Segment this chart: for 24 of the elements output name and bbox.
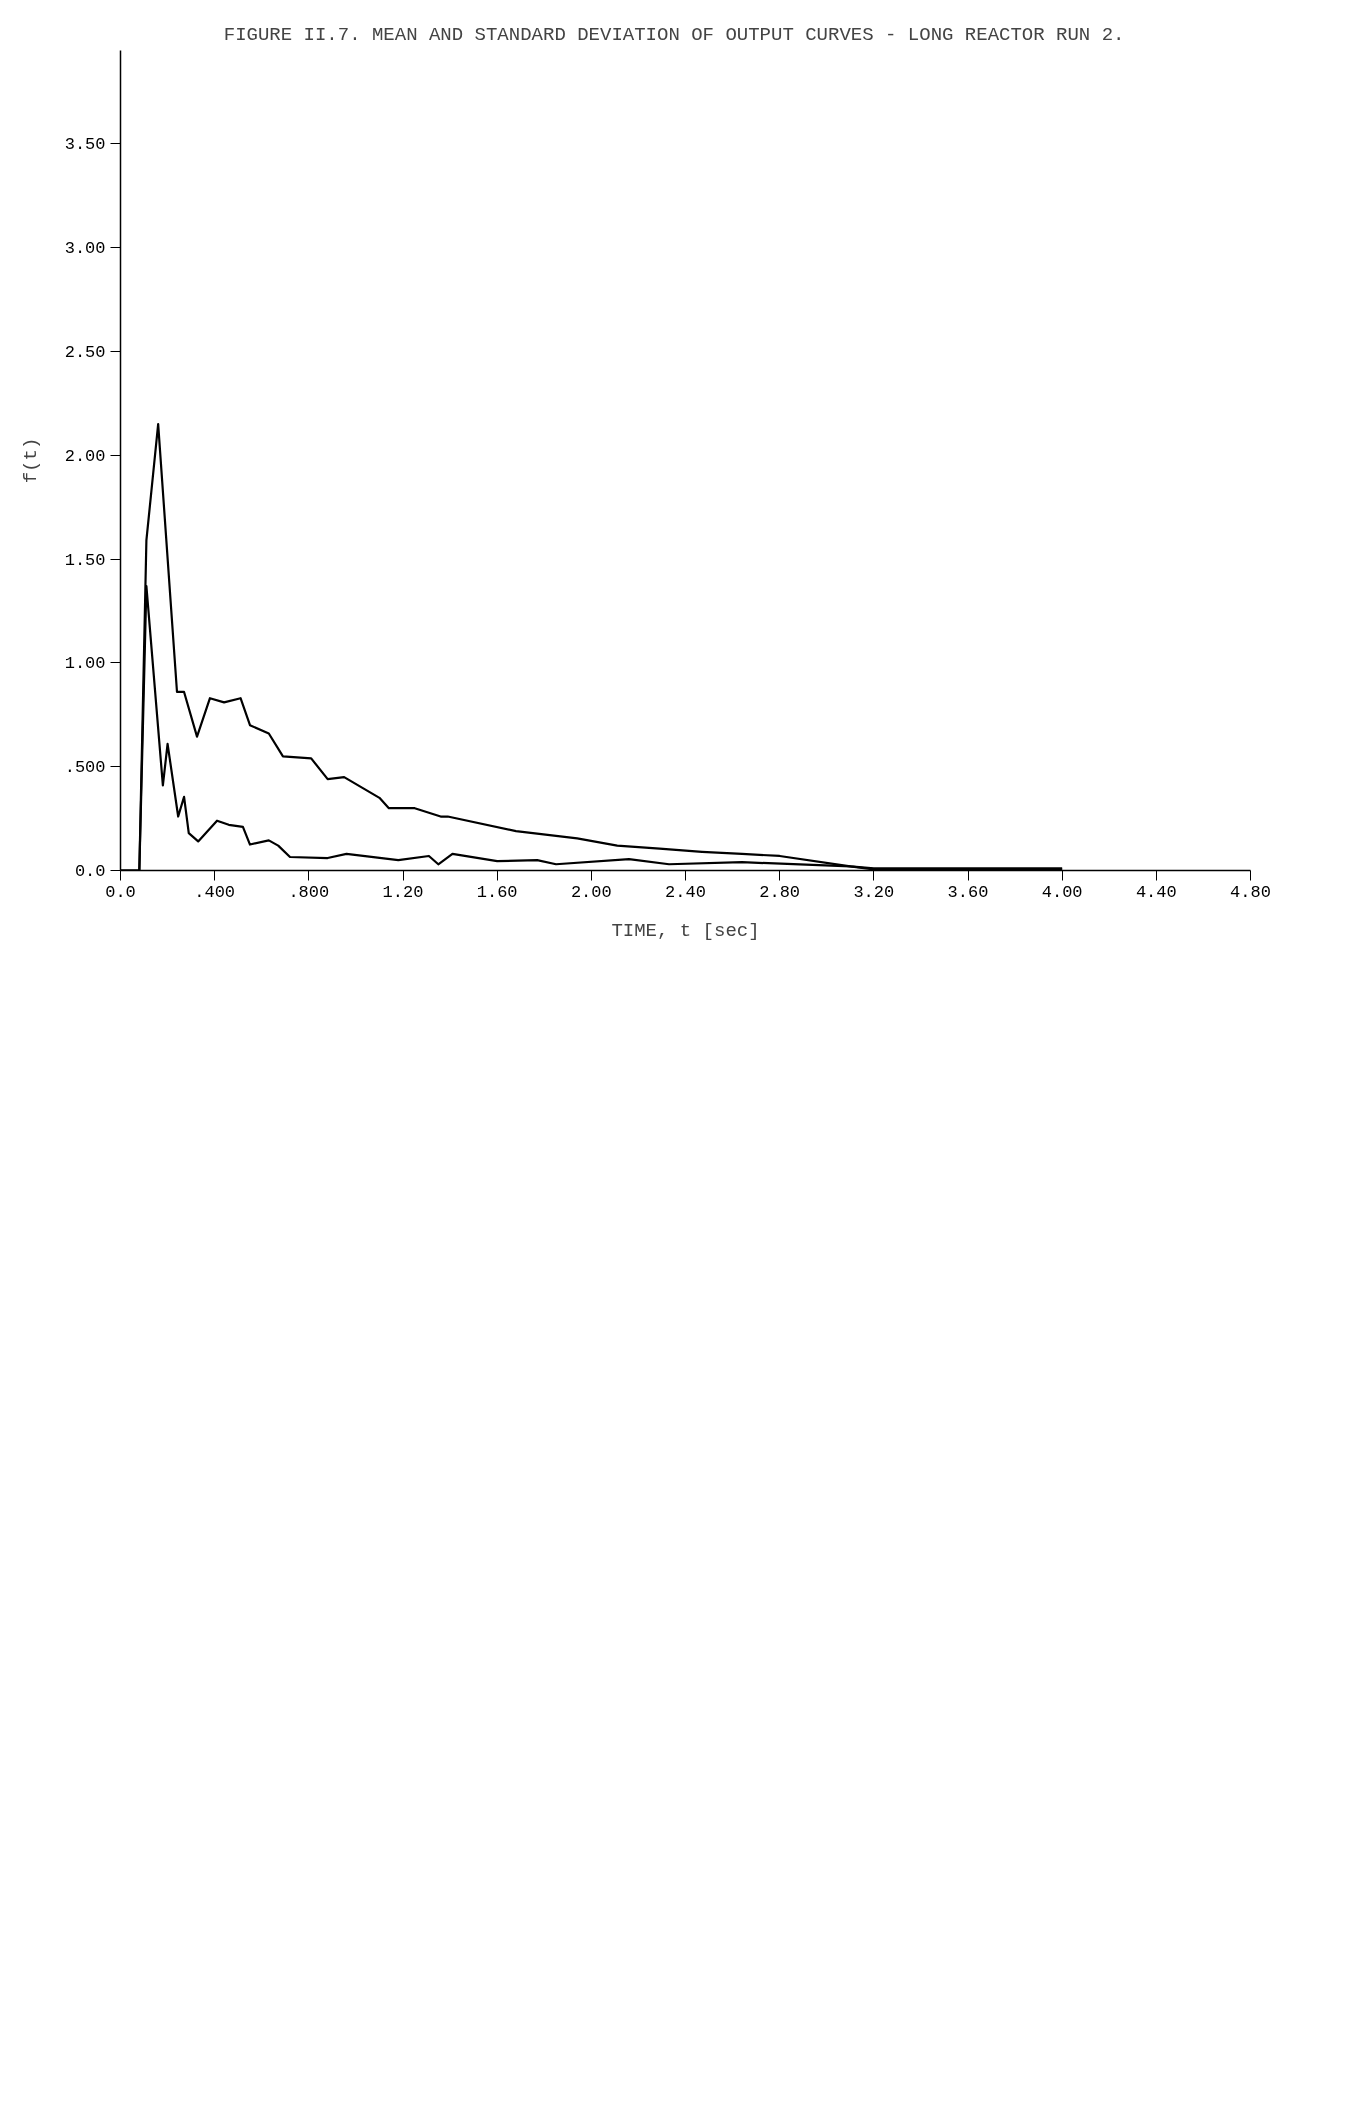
y-tick-label: 2.00 xyxy=(64,446,106,466)
x-tick-label: 4.80 xyxy=(1230,882,1271,902)
y-axis-title: f(t) xyxy=(19,437,42,484)
x-tick-label: 4.40 xyxy=(1135,882,1177,902)
x-tick-label: 3.60 xyxy=(947,882,989,902)
y-tick-label: 3.50 xyxy=(64,135,106,155)
x-tick-label: 2.80 xyxy=(759,882,801,902)
x-tick-label: .400 xyxy=(194,882,236,902)
y-tick-label: 1.50 xyxy=(64,550,106,570)
y-tick-label: 0.0 xyxy=(74,862,106,881)
x-tick-label: 1.60 xyxy=(476,882,518,902)
x-tick-label: 1.20 xyxy=(382,882,424,902)
chart-title: FIGURE II.7. MEAN AND STANDARD DEVIATION OF OUTPUT CURVES - LONG REACTOR RUN 2. xyxy=(223,23,1125,46)
y-tick-label: .500 xyxy=(64,758,106,778)
x-tick-label: 2.00 xyxy=(570,882,612,902)
x-tick-label: 4.00 xyxy=(1041,882,1083,902)
x-tick-label: .800 xyxy=(288,882,330,902)
y-tick-label: 1.00 xyxy=(64,654,106,674)
x-tick-label: 3.20 xyxy=(853,882,895,902)
x-tick-label: 2.40 xyxy=(665,882,706,902)
x-axis-title: TIME, t [sec] xyxy=(611,919,760,942)
y-tick-label: 3.00 xyxy=(64,239,106,259)
x-tick-label: 0.0 xyxy=(105,882,136,902)
y-tick-label: 2.50 xyxy=(64,343,106,363)
